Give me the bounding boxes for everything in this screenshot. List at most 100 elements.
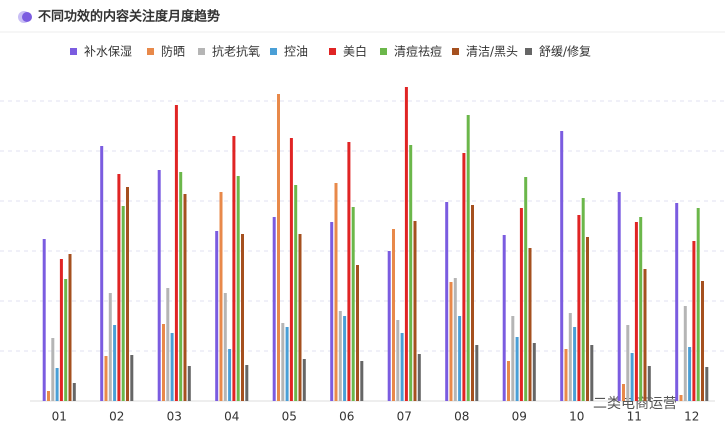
bar [466,115,470,401]
legend-label: 补水保湿 [84,44,132,59]
bar [343,316,347,401]
legend-label: 舒缓/修复 [539,44,591,59]
bar [462,153,466,401]
bar [639,217,643,401]
title-icon [22,12,32,22]
bar [241,234,244,401]
bar [51,338,55,401]
bar [223,293,227,401]
legend-marker [270,48,277,55]
bar [330,222,334,401]
bar [630,353,634,401]
bar [679,395,683,401]
bar [507,361,510,401]
bar [289,138,293,401]
bar [55,368,59,401]
bar [47,391,50,401]
bar [475,345,479,401]
bar [400,333,404,401]
bar [705,367,709,401]
bar [183,194,187,401]
bar [573,327,577,401]
x-tick-label: 03 [167,410,182,424]
watermark: 二类电商运营 [593,396,677,412]
bar [347,142,351,401]
bar [519,208,523,401]
bar [64,279,68,401]
legend-label: 清痘祛痘 [394,44,442,59]
bar [701,281,704,401]
bar [174,105,178,401]
bar [396,320,400,401]
bar [187,366,191,401]
x-tick-label: 10 [569,410,584,424]
bar [272,217,276,401]
bar [617,192,621,401]
bar [42,239,46,401]
bar [121,206,125,401]
legend-marker [452,48,459,55]
bar [334,183,338,401]
bar [449,282,453,401]
bar [298,234,302,401]
x-tick-label: 02 [109,410,124,424]
bar [626,325,630,401]
legend-marker [380,48,387,55]
bar [404,87,408,401]
bar [104,356,108,401]
bar [675,203,679,401]
x-tick-label: 04 [224,410,239,424]
bar [245,365,249,401]
bar [683,306,687,401]
bar [413,221,417,401]
x-tick-label: 09 [512,410,527,424]
bar [577,215,581,401]
bar [219,192,223,401]
bar [445,202,449,401]
bar [590,345,594,401]
bar [643,269,647,401]
legend-label: 美白 [343,44,367,59]
bar [179,172,183,401]
bar [215,231,219,401]
bar [622,384,625,401]
bar [228,349,232,401]
legend-label: 清洁/黑头 [466,45,518,59]
bar [126,187,129,401]
bar [294,185,298,401]
bar [502,235,506,401]
bar [581,198,585,401]
bar [236,176,240,401]
x-tick-label: 07 [397,410,412,424]
bar [696,208,700,401]
bar [453,278,457,401]
x-tick-label: 12 [684,410,699,424]
bar [511,316,515,401]
bar [117,174,121,401]
bar [387,251,391,401]
bar [392,229,395,401]
x-tick-label: 06 [339,410,354,424]
x-tick-label: 11 [627,410,642,424]
bar [409,145,413,401]
bar [100,146,104,401]
bar [351,207,355,401]
bar [281,323,285,401]
bar [560,131,564,401]
bar [634,222,638,401]
bar [68,254,72,401]
bar [162,324,165,401]
bar [647,366,651,401]
bar [568,313,572,401]
bar [166,288,170,401]
bar [528,248,532,401]
chart-title: 不同功效的内容关注度月度趋势 [38,9,220,25]
bar [72,383,76,401]
bar [59,259,63,401]
bar [170,333,174,401]
bar [688,347,692,401]
bar [232,136,236,401]
bar [471,205,474,401]
x-tick-label: 05 [282,410,297,424]
